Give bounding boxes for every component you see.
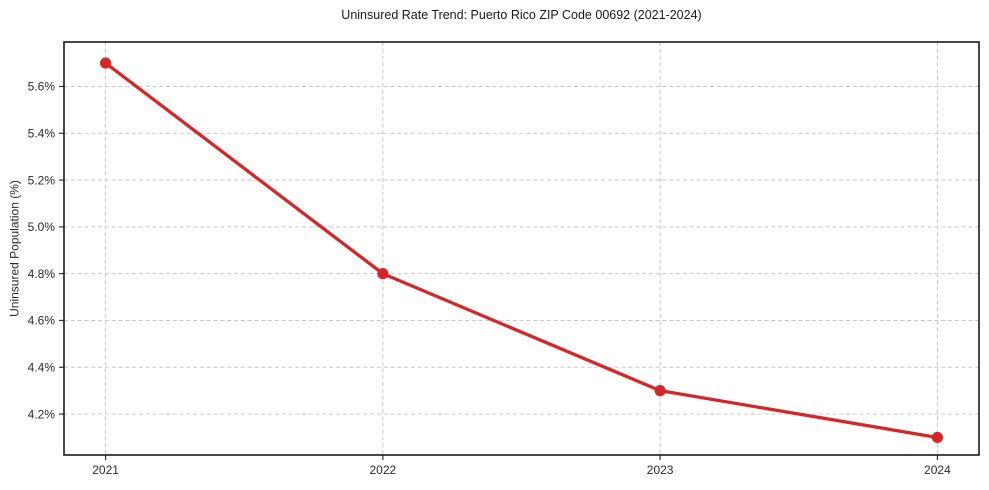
- y-tick-label: 4.8%: [28, 267, 56, 281]
- y-tick-label: 5.4%: [28, 126, 56, 140]
- x-tick-label: 2024: [924, 463, 951, 477]
- data-point-2021: [99, 57, 112, 69]
- x-tick-label: 2022: [370, 463, 397, 477]
- y-tick-label: 5.6%: [28, 80, 56, 94]
- plot-frame: [63, 41, 980, 456]
- y-tick-label: 5.2%: [28, 173, 56, 187]
- data-point-2023: [654, 385, 666, 397]
- y-tick-label: 4.2%: [28, 407, 56, 421]
- data-point-2022: [377, 268, 389, 280]
- plot-background: [64, 42, 979, 455]
- chart-title: Uninsured Rate Trend: Puerto Rico ZIP Co…: [341, 8, 702, 22]
- trend-line: [103, 61, 940, 440]
- y-tick-label: 5.0%: [28, 220, 56, 234]
- y-tick-label: 4.4%: [28, 360, 56, 374]
- x-tick-label: 2023: [647, 463, 674, 477]
- y-tick-label: 4.6%: [28, 314, 56, 328]
- x-tick-label: 2021: [92, 463, 119, 477]
- data-point-2024: [931, 431, 944, 444]
